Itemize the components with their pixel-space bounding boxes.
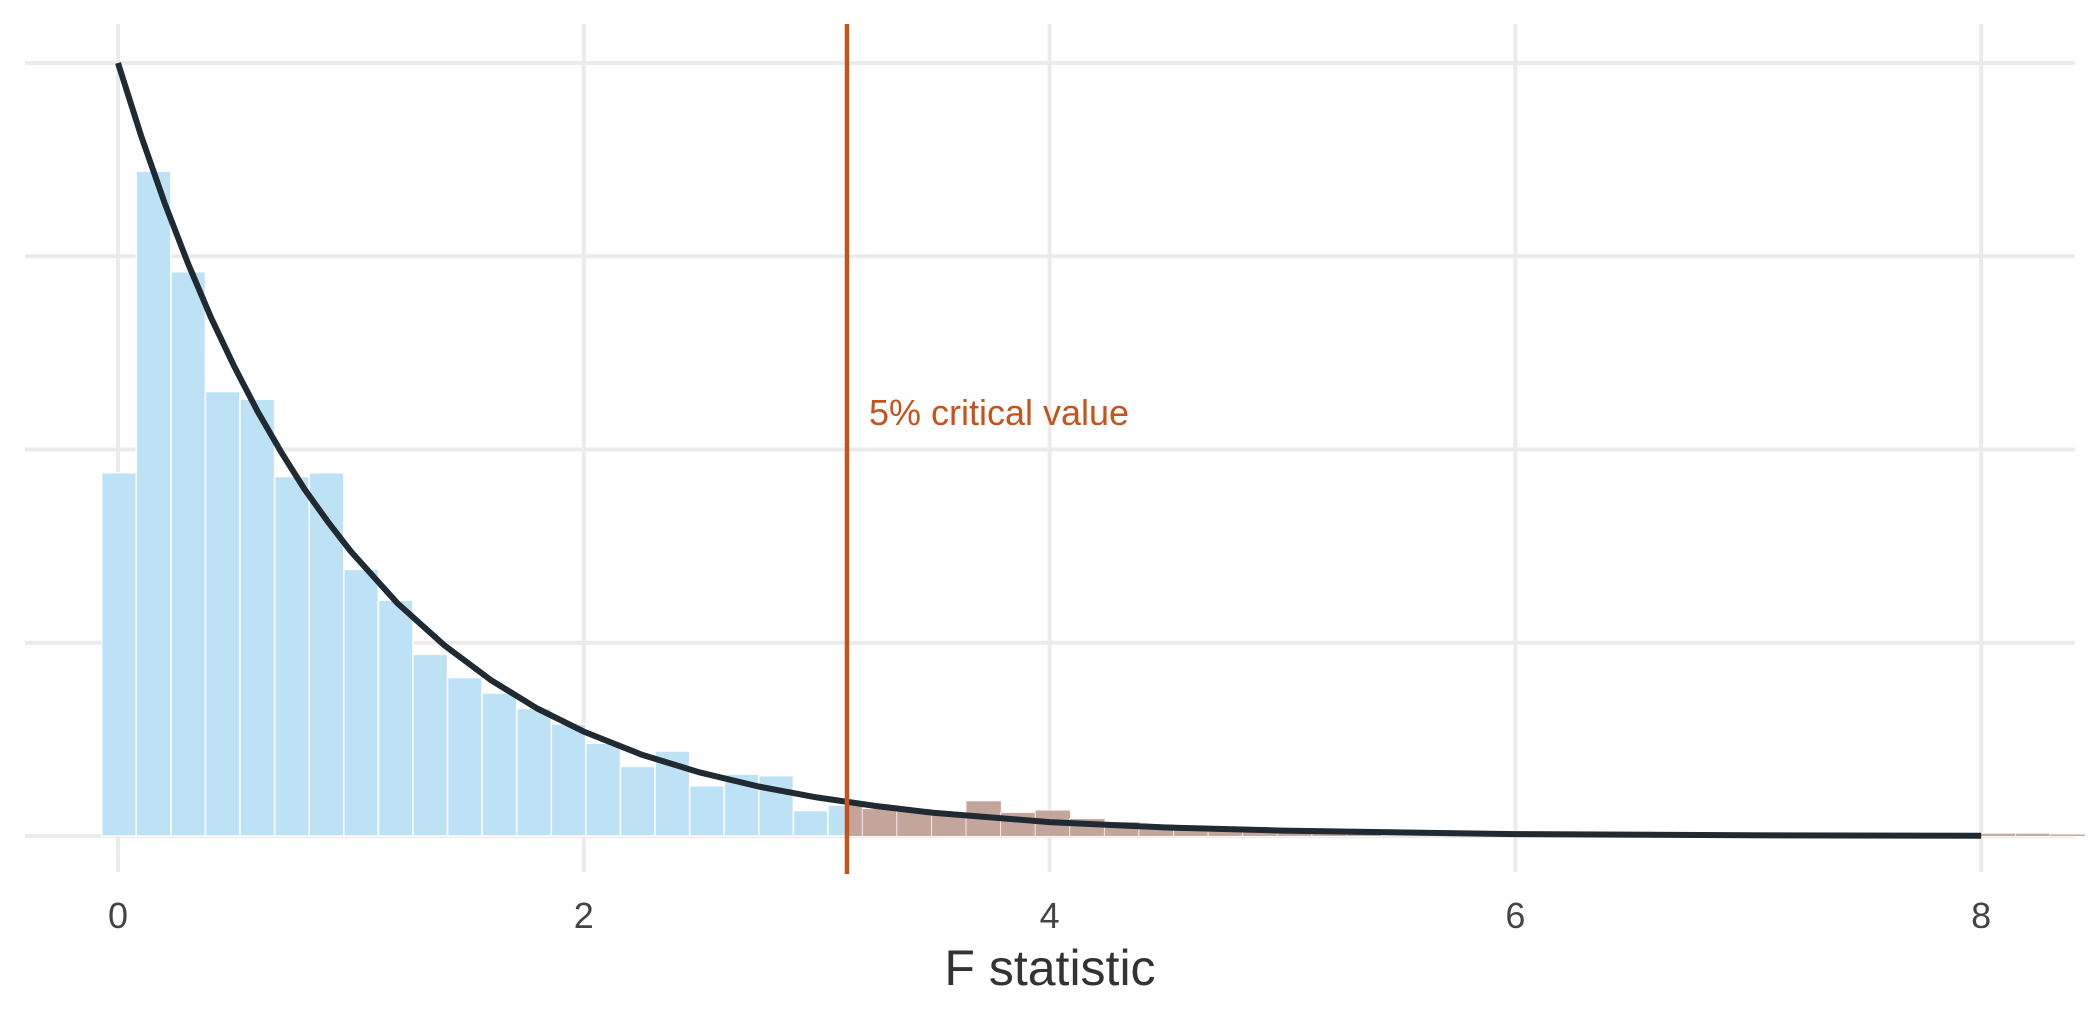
histogram-bar (273, 475, 310, 837)
histogram-bar (792, 809, 829, 837)
x-axis-ticks: 0 2 4 6 8 (108, 895, 1991, 936)
density-curve-layer (115, 62, 1982, 839)
histogram-bars (100, 170, 2086, 837)
critical-value-layer: 5% critical value (844, 24, 1129, 874)
tail-shaded-bar (1208, 828, 1244, 836)
tail-shaded-bar (1139, 824, 1174, 836)
tail-shaded-bar (1981, 833, 2016, 836)
histogram-bar (170, 270, 207, 837)
histogram-bar (135, 170, 172, 837)
tail-shaded-bar (2015, 833, 2051, 836)
histogram-bar (619, 765, 656, 837)
histogram-bar (550, 723, 587, 837)
tail-shaded-bar (846, 805, 863, 836)
histogram-bar (412, 653, 449, 837)
histogram-bar (204, 390, 241, 837)
x-tick-label: 6 (1505, 895, 1525, 936)
x-tick-label: 8 (1971, 895, 1991, 936)
histogram-bar (343, 568, 380, 837)
x-tick-label: 2 (574, 895, 594, 936)
histogram-bar (688, 785, 725, 837)
tail-shaded-bar (1173, 826, 1209, 836)
x-axis-title: F statistic (944, 940, 1155, 996)
tail-shaded-bar (862, 808, 898, 836)
x-tick-label: 0 (108, 895, 128, 936)
critical-value-label: 5% critical value (869, 392, 1129, 433)
histogram-bar (585, 742, 622, 837)
histogram-bar (239, 398, 276, 837)
histogram-bar (446, 676, 483, 837)
histogram-bar (377, 599, 414, 837)
histogram-bar (515, 707, 553, 837)
tail-shaded-bar (2050, 834, 2085, 836)
histogram-bar (308, 471, 345, 837)
f-density-curve (115, 62, 1982, 839)
histogram-bar (481, 692, 518, 837)
x-tick-label: 4 (1040, 895, 1060, 936)
tail-shaded-bar (931, 812, 967, 836)
histogram-bar (100, 471, 138, 837)
